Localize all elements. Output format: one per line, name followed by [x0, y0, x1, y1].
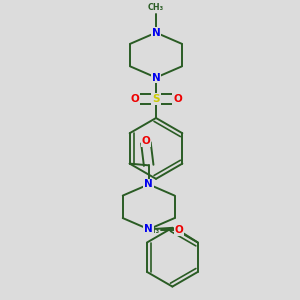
- Text: N: N: [152, 28, 160, 38]
- Text: N: N: [144, 179, 153, 189]
- Text: O: O: [173, 94, 182, 104]
- Text: N: N: [152, 73, 160, 82]
- Text: CH₃: CH₃: [144, 226, 160, 235]
- Text: S: S: [152, 94, 160, 104]
- Text: O: O: [130, 94, 139, 104]
- Text: CH₃: CH₃: [148, 3, 164, 12]
- Text: O: O: [142, 136, 150, 146]
- Text: O: O: [175, 225, 183, 236]
- Text: N: N: [144, 224, 153, 234]
